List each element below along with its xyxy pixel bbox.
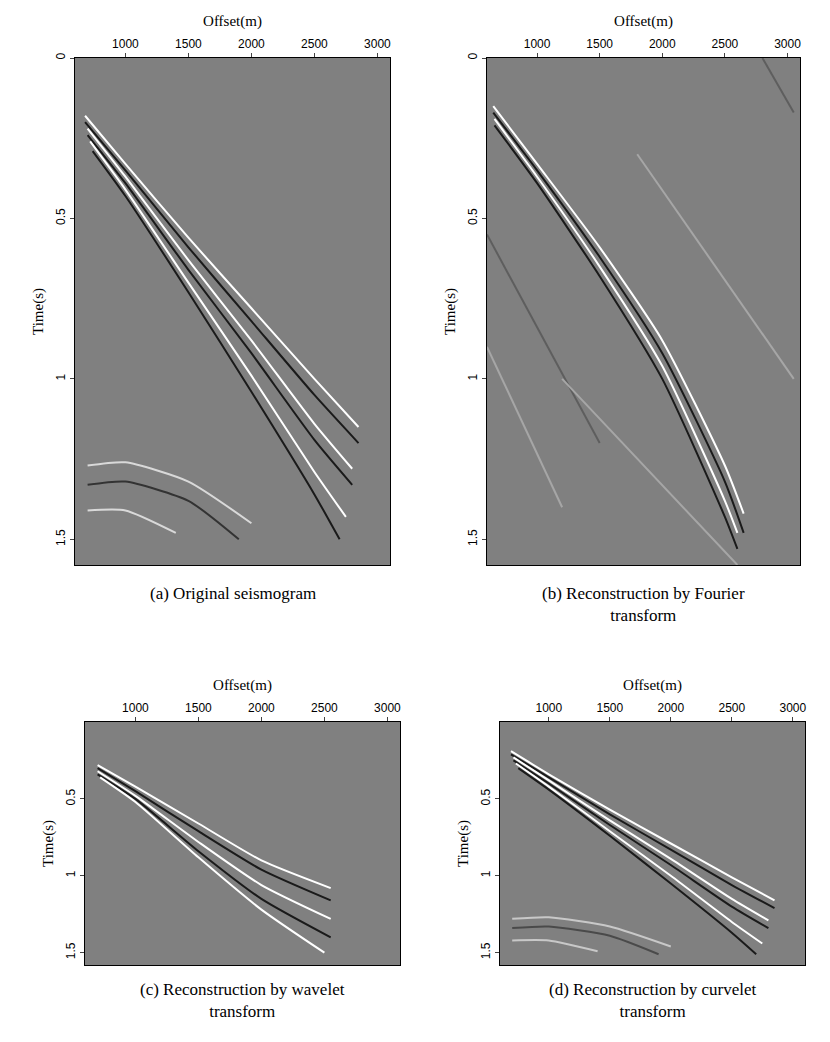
svg-text:Offset(m): Offset(m) bbox=[623, 677, 682, 694]
svg-text:2000: 2000 bbox=[657, 701, 684, 715]
svg-text:(c) Reconstruction by wavelett: (c) Reconstruction by wavelettransform bbox=[140, 980, 345, 1021]
svg-text:2500: 2500 bbox=[718, 701, 745, 715]
svg-text:1500: 1500 bbox=[596, 701, 623, 715]
svg-text:1.5: 1.5 bbox=[64, 942, 78, 959]
svg-text:1500: 1500 bbox=[586, 37, 613, 51]
svg-text:1: 1 bbox=[479, 870, 493, 877]
svg-text:1.5: 1.5 bbox=[54, 529, 68, 546]
svg-text:1500: 1500 bbox=[185, 701, 212, 715]
svg-text:Offset(m): Offset(m) bbox=[203, 13, 262, 30]
svg-text:2000: 2000 bbox=[238, 37, 265, 51]
svg-text:(a) Original seismogram: (a) Original seismogram bbox=[150, 584, 316, 603]
svg-text:Time(s): Time(s) bbox=[442, 288, 459, 335]
svg-text:0: 0 bbox=[54, 53, 68, 60]
svg-text:1000: 1000 bbox=[524, 37, 551, 51]
svg-text:1500: 1500 bbox=[175, 37, 202, 51]
svg-text:3000: 3000 bbox=[364, 37, 391, 51]
svg-text:Offset(m): Offset(m) bbox=[213, 677, 272, 694]
svg-text:Time(s): Time(s) bbox=[30, 288, 47, 335]
svg-text:2000: 2000 bbox=[248, 701, 275, 715]
svg-text:1.5: 1.5 bbox=[479, 942, 493, 959]
svg-text:1: 1 bbox=[54, 373, 68, 380]
svg-text:(d) Reconstruction by curvelet: (d) Reconstruction by curvelettransform bbox=[549, 980, 757, 1021]
svg-text:1: 1 bbox=[64, 870, 78, 877]
svg-text:(b) Reconstruction by Fouriert: (b) Reconstruction by Fouriertransform bbox=[542, 584, 745, 625]
svg-text:1000: 1000 bbox=[112, 37, 139, 51]
svg-text:Time(s): Time(s) bbox=[455, 820, 472, 867]
svg-text:0.5: 0.5 bbox=[479, 788, 493, 805]
svg-text:2000: 2000 bbox=[649, 37, 676, 51]
svg-text:2500: 2500 bbox=[301, 37, 328, 51]
svg-text:0.5: 0.5 bbox=[54, 208, 68, 225]
svg-text:3000: 3000 bbox=[374, 701, 401, 715]
svg-text:3000: 3000 bbox=[779, 701, 806, 715]
svg-text:3000: 3000 bbox=[774, 37, 801, 51]
svg-text:2500: 2500 bbox=[712, 37, 739, 51]
svg-text:1: 1 bbox=[466, 373, 480, 380]
svg-text:1000: 1000 bbox=[122, 701, 149, 715]
svg-text:2500: 2500 bbox=[311, 701, 338, 715]
svg-text:Time(s): Time(s) bbox=[40, 820, 57, 867]
svg-text:0: 0 bbox=[466, 53, 480, 60]
svg-text:1.5: 1.5 bbox=[466, 529, 480, 546]
svg-text:0.5: 0.5 bbox=[466, 208, 480, 225]
svg-text:1000: 1000 bbox=[535, 701, 562, 715]
svg-text:0.5: 0.5 bbox=[64, 788, 78, 805]
svg-text:Offset(m): Offset(m) bbox=[614, 13, 673, 30]
